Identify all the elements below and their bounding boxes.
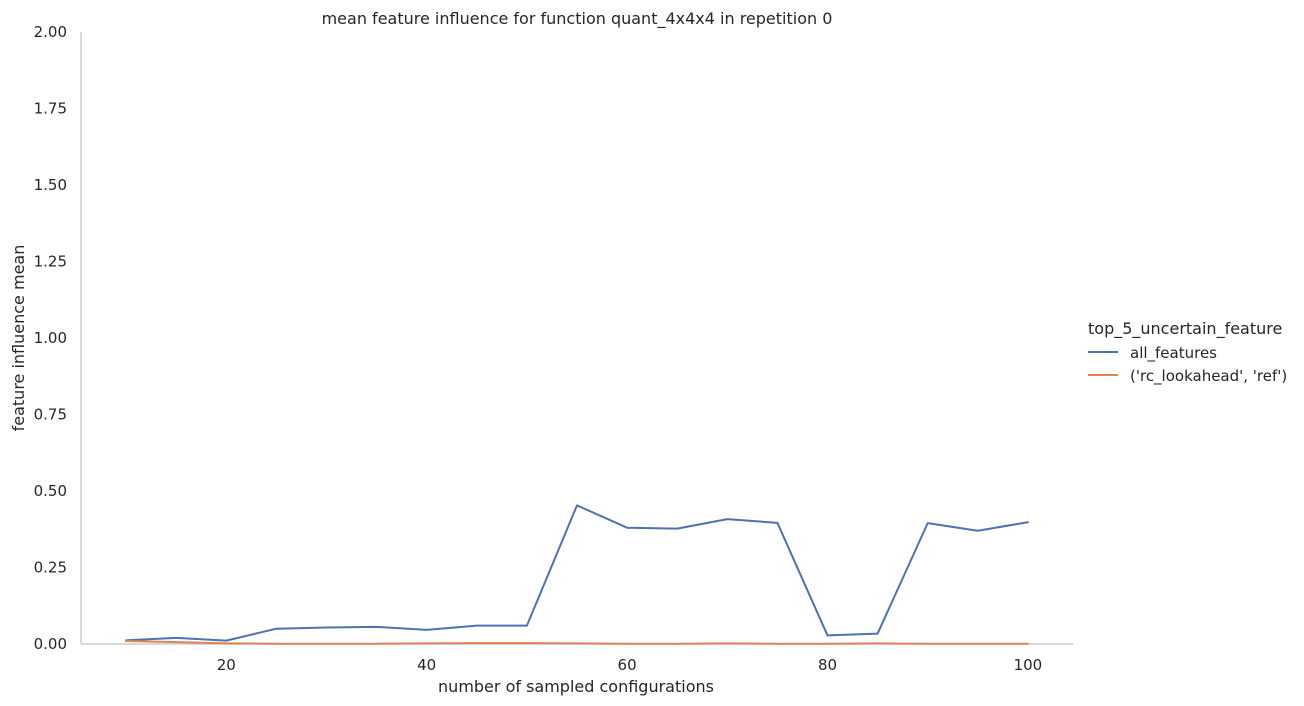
y-tick-label: 1.25 (34, 253, 67, 271)
x-tick-label: 40 (417, 656, 436, 674)
series-line-all-features (125, 504, 1029, 642)
y-tick-label: 0.50 (34, 482, 67, 500)
x-tick-label: 100 (1014, 656, 1043, 674)
x-tick-label: 60 (618, 656, 637, 674)
series-line-rc-lookahead-ref (125, 639, 1029, 645)
chart-title: mean feature influence for function quan… (322, 9, 833, 29)
y-axis: 0.00 0.25 0.50 0.75 1.00 1.25 1.50 1.75 2.00 (34, 23, 82, 653)
legend-label-all-features: all_features (1130, 344, 1217, 363)
series-layer (125, 504, 1029, 645)
legend-title: top_5_uncertain_feature (1088, 319, 1282, 339)
y-tick-label: 2.00 (34, 23, 67, 41)
y-tick-label: 1.00 (34, 329, 67, 347)
y-axis-label: feature influence mean (9, 245, 28, 432)
y-tick-label: 0.00 (34, 635, 67, 653)
x-tick-label: 20 (217, 656, 236, 674)
y-tick-label: 0.75 (34, 406, 67, 424)
y-tick-label: 1.50 (34, 176, 67, 194)
x-axis-label: number of sampled configurations (438, 677, 714, 696)
x-tick-label: 80 (818, 656, 837, 674)
x-axis: 20 40 60 80 100 (81, 643, 1073, 674)
y-tick-label: 1.75 (34, 100, 67, 118)
legend: top_5_uncertain_feature all_features ('r… (1088, 319, 1287, 386)
y-tick-label: 0.25 (34, 559, 67, 577)
legend-label-rc-lookahead-ref: ('rc_lookahead', 'ref') (1130, 367, 1287, 386)
